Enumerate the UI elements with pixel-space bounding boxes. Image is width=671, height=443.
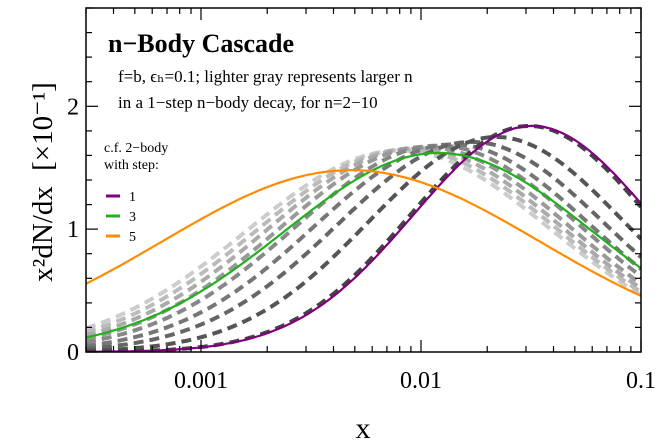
series-line-n-8	[86, 146, 641, 338]
legend-label-1: 1	[129, 190, 136, 205]
annotation-line-1: f=b, ϵₕ=0.1; lighter gray represents lar…	[118, 67, 413, 86]
y-axis-label-main: x²dN/dx	[27, 186, 59, 282]
tick-labels: 0.001 0.01 0.1 0 1 2	[67, 94, 656, 394]
series-line-n-3	[86, 135, 641, 352]
tick-marks	[85, 7, 642, 353]
series-line-step-5	[86, 169, 641, 297]
y-axis-label: x²dN/dx [×10⁻¹]	[27, 82, 59, 282]
series-line-step-1	[86, 124, 641, 352]
x-tick-label: 0.001	[174, 368, 228, 394]
annotation-line-2: in a 1−step n−body decay, for n=2−10	[118, 93, 378, 112]
series-line-n-10	[86, 148, 641, 331]
series-line-n-5	[86, 142, 641, 348]
legend: c.f. 2−body with step: 1 3 5	[104, 141, 168, 245]
x-tick-label: 0.1	[626, 368, 656, 394]
series-line-n-9	[86, 147, 641, 334]
y-tick-label: 1	[67, 217, 79, 243]
y-tick-label: 0	[67, 340, 79, 366]
dashed-series-group	[86, 123, 641, 352]
x-axis-label: x	[356, 412, 371, 443]
legend-label-5: 5	[129, 230, 136, 245]
y-tick-label: 2	[67, 94, 79, 120]
legend-title-line-1: c.f. 2−body	[104, 141, 168, 156]
legend-label-3: 3	[129, 210, 136, 225]
solid-series-group	[86, 124, 641, 352]
x-tick-label: 0.01	[400, 368, 442, 394]
legend-title-line-2: with step:	[104, 158, 159, 173]
y-axis-label-unit: [×10⁻¹]	[27, 82, 59, 171]
chart-title: n−Body Cascade	[108, 29, 294, 58]
series-line-step-3	[86, 151, 641, 339]
series-line-n-4	[86, 139, 641, 351]
svg-text:x²dN/dx [×10⁻¹]: x²dN/dx [×10⁻¹]	[27, 82, 59, 282]
